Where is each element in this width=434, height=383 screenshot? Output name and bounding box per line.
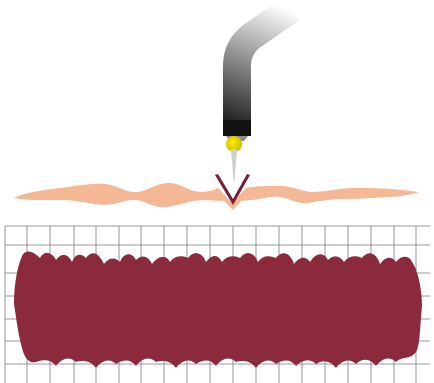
probe-tube	[223, 0, 299, 135]
tissue-block	[14, 251, 422, 368]
tissue-strip	[14, 183, 419, 210]
probe-needle	[231, 149, 237, 181]
v-notch-icon	[215, 174, 250, 205]
probe-instrument	[223, 0, 299, 181]
probe-tube-base	[223, 120, 251, 136]
probe-tip-icon	[226, 136, 242, 152]
